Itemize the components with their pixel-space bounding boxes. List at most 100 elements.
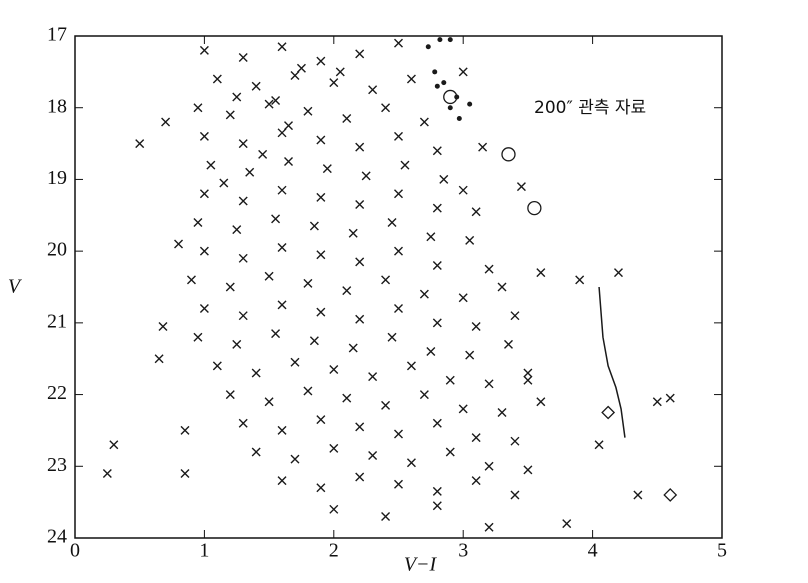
- cross-point: [432, 486, 442, 496]
- cross-point: [355, 314, 365, 324]
- cross-point: [316, 483, 326, 493]
- cross-point: [419, 390, 429, 400]
- diamond-point: [663, 488, 678, 502]
- cross-point: [510, 311, 520, 321]
- cross-point: [387, 217, 397, 227]
- cross-point: [594, 440, 604, 450]
- cross-point: [523, 368, 533, 378]
- x-axis-label: V−I: [404, 554, 438, 576]
- cross-point: [497, 408, 507, 417]
- cross-point: [199, 45, 209, 55]
- dot-point: [441, 80, 447, 86]
- cross-point: [426, 232, 436, 242]
- cross-point: [394, 304, 403, 314]
- cross-point: [264, 397, 274, 407]
- cross-point: [458, 404, 468, 414]
- cross-point: [277, 476, 287, 486]
- cross-point: [258, 149, 268, 159]
- y-tick-label: 19: [47, 167, 67, 189]
- circle-point: [501, 147, 516, 162]
- cross-point: [536, 397, 546, 407]
- cross-point: [406, 74, 416, 84]
- y-axis-label: V: [8, 276, 23, 298]
- cross-point: [432, 418, 442, 428]
- cross-point: [193, 332, 203, 342]
- cross-point: [264, 271, 274, 281]
- cross-point: [225, 282, 235, 292]
- cross-point: [219, 178, 229, 188]
- cross-point: [180, 468, 190, 478]
- cross-point: [245, 167, 255, 177]
- cross-point: [536, 268, 546, 278]
- cross-point: [432, 146, 442, 156]
- cross-point: [238, 139, 248, 149]
- cross-point: [348, 228, 358, 238]
- dot-point: [434, 83, 440, 89]
- cross-point: [394, 189, 403, 199]
- y-tick-label: 23: [47, 454, 67, 476]
- cross-point: [348, 343, 358, 353]
- curve-line: [598, 286, 626, 438]
- cross-point: [471, 476, 481, 486]
- cross-point: [394, 131, 403, 141]
- cross-point: [329, 78, 339, 88]
- dot-point: [467, 101, 473, 107]
- cross-point: [465, 235, 475, 245]
- cross-point: [174, 239, 184, 249]
- cross-point: [199, 304, 209, 314]
- cross-point: [329, 364, 339, 374]
- y-tick-label: 17: [47, 24, 67, 46]
- cross-point: [316, 415, 326, 425]
- cross-point: [665, 393, 675, 403]
- cross-point: [484, 379, 494, 389]
- cross-point: [355, 257, 365, 267]
- cross-point: [484, 461, 494, 471]
- cross-point: [193, 103, 203, 113]
- cross-point: [186, 275, 196, 285]
- x-tick-label: 1: [199, 540, 209, 562]
- cross-point: [303, 386, 313, 396]
- cross-point: [264, 99, 274, 109]
- cross-point: [322, 164, 332, 174]
- cross-point: [355, 422, 365, 432]
- cross-point: [652, 397, 662, 407]
- circle-point: [527, 200, 542, 216]
- cross-point: [135, 139, 145, 149]
- cross-point: [523, 465, 533, 475]
- diamond-point: [601, 405, 616, 420]
- cross-point: [251, 368, 261, 378]
- cross-point: [478, 142, 488, 152]
- cross-point: [523, 375, 533, 385]
- dot-point: [456, 115, 462, 121]
- cross-point: [238, 311, 248, 321]
- cross-point: [238, 253, 248, 263]
- y-tick-label: 24: [47, 526, 67, 548]
- cross-point: [316, 307, 326, 317]
- cross-point: [271, 329, 281, 339]
- y-tick-label: 20: [47, 239, 67, 261]
- cross-point: [342, 113, 352, 123]
- x-tick-label: 4: [588, 540, 598, 562]
- cross-point: [316, 135, 326, 145]
- cross-point: [329, 504, 339, 514]
- cross-point: [303, 278, 313, 288]
- cross-point: [361, 171, 371, 181]
- cross-point: [394, 429, 403, 439]
- cross-point: [206, 160, 216, 170]
- cross-point: [355, 142, 365, 152]
- cross-point: [277, 128, 287, 138]
- cross-point: [381, 103, 391, 113]
- cross-point: [432, 203, 442, 213]
- cross-point: [277, 42, 287, 52]
- cross-point: [458, 67, 468, 77]
- cross-point: [368, 372, 378, 382]
- cross-point: [381, 511, 391, 521]
- cross-point: [432, 501, 442, 511]
- cross-point: [471, 433, 481, 443]
- cross-point: [355, 200, 365, 210]
- cross-point: [465, 350, 475, 360]
- y-tick-label: 22: [47, 382, 67, 404]
- cross-point: [309, 221, 319, 231]
- cross-point: [102, 468, 112, 478]
- cross-point: [503, 339, 513, 349]
